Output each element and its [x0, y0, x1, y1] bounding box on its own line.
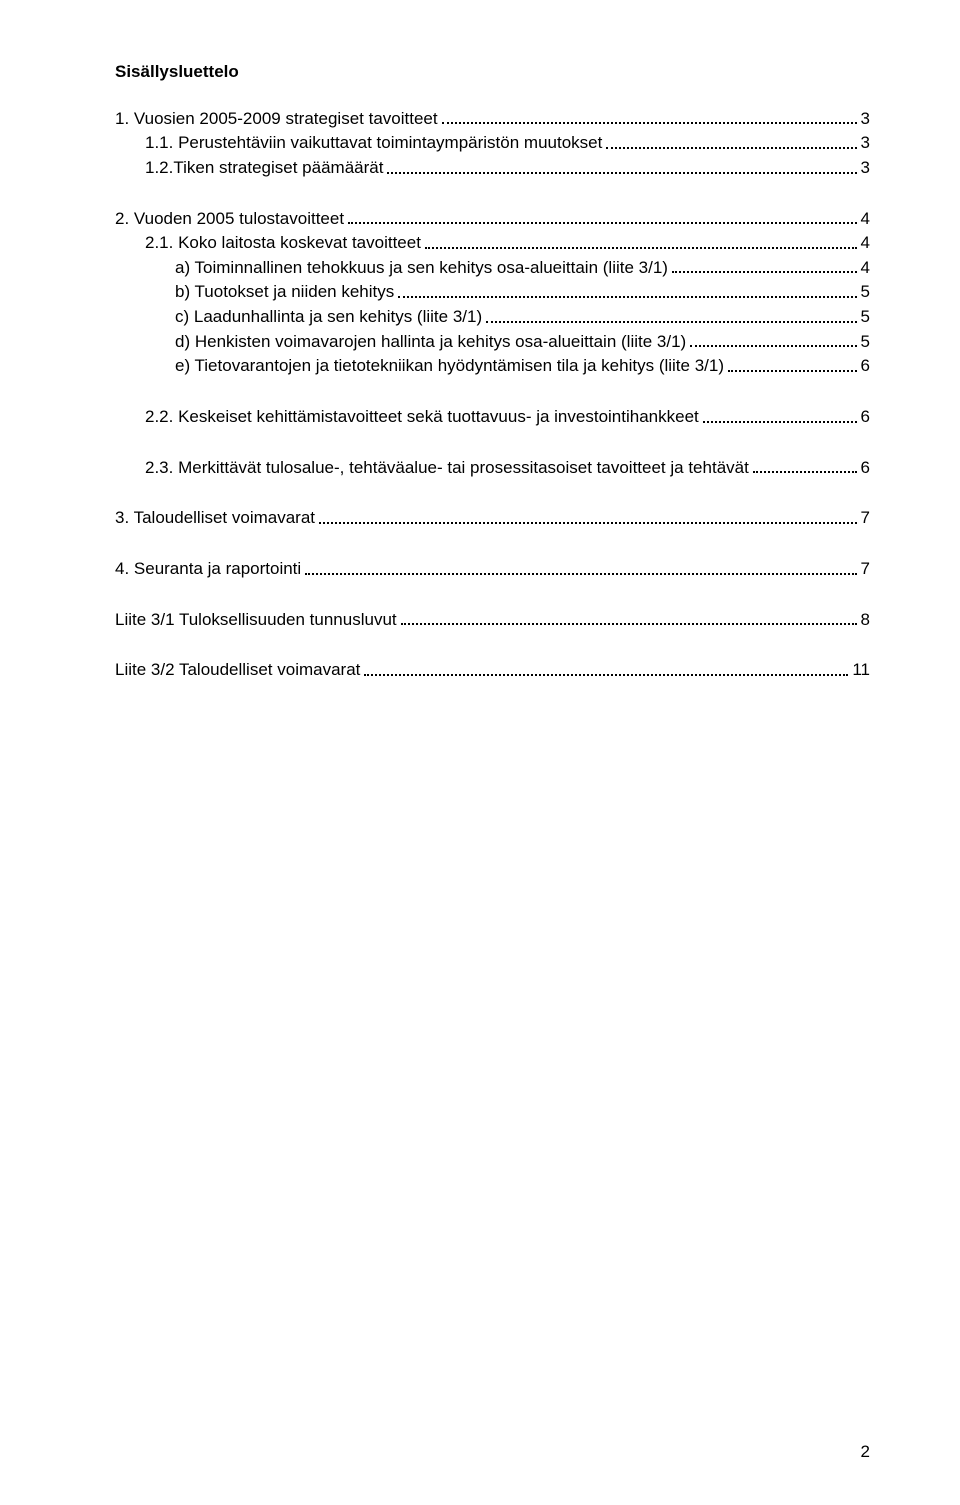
toc-entry-page: 6 — [861, 354, 870, 379]
toc-entry: 1.1. Perustehtäviin vaikuttavat toiminta… — [115, 131, 870, 156]
toc-entry-page: 5 — [861, 305, 870, 330]
toc-entry-label: Liite 3/2 Taloudelliset voimavarat — [115, 658, 360, 683]
toc-entry-label: a) Toiminnallinen tehokkuus ja sen kehit… — [175, 256, 668, 281]
toc-entry-label: e) Tietovarantojen ja tietotekniikan hyö… — [175, 354, 724, 379]
toc-entry: 1. Vuosien 2005-2009 strategiset tavoitt… — [115, 107, 870, 132]
toc-leader-dots — [387, 171, 856, 174]
toc-leader-dots — [442, 121, 857, 124]
toc-entry: Liite 3/2 Taloudelliset voimavarat 11 — [115, 658, 870, 683]
toc-leader-dots — [319, 521, 857, 524]
toc-leader-dots — [486, 320, 856, 323]
toc-entry: Liite 3/1 Tuloksellisuuden tunnusluvut 8 — [115, 608, 870, 633]
toc-leader-dots — [672, 270, 857, 273]
toc-leader-dots — [728, 369, 857, 372]
toc-entry-label: 2.3. Merkittävät tulosalue-, tehtäväalue… — [145, 456, 749, 481]
toc-entry: a) Toiminnallinen tehokkuus ja sen kehit… — [115, 256, 870, 281]
toc-leader-dots — [425, 246, 857, 249]
toc-leader-dots — [703, 420, 857, 423]
toc-entry-label: 1.2.Tiken strategiset päämäärät — [145, 156, 383, 181]
document-page: Sisällysluettelo 1. Vuosien 2005-2009 st… — [0, 0, 960, 1505]
toc-entry: b) Tuotokset ja niiden kehitys 5 — [115, 280, 870, 305]
toc-entry-page: 11 — [852, 658, 870, 683]
toc-leader-dots — [401, 622, 857, 625]
toc-entry-label: 3. Taloudelliset voimavarat — [115, 506, 315, 531]
toc-entry-label: 2. Vuoden 2005 tulostavoitteet — [115, 207, 344, 232]
toc-leader-dots — [690, 344, 856, 347]
toc-leader-dots — [348, 221, 856, 224]
toc-entry-page: 5 — [861, 280, 870, 305]
toc-leader-dots — [753, 470, 857, 473]
toc-entry-label: 1. Vuosien 2005-2009 strategiset tavoitt… — [115, 107, 438, 132]
toc-spacer — [115, 632, 870, 658]
toc-entry-page: 4 — [861, 231, 870, 256]
page-title: Sisällysluettelo — [115, 60, 870, 85]
toc-entry: d) Henkisten voimavarojen hallinta ja ke… — [115, 330, 870, 355]
toc-entry-page: 7 — [861, 557, 870, 582]
toc-leader-dots — [606, 146, 856, 149]
toc-entry-label: d) Henkisten voimavarojen hallinta ja ke… — [175, 330, 686, 355]
toc-spacer — [115, 582, 870, 608]
toc-entry-label: 2.1. Koko laitosta koskevat tavoitteet — [145, 231, 421, 256]
toc-entry-label: c) Laadunhallinta ja sen kehitys (liite … — [175, 305, 482, 330]
toc-spacer — [115, 430, 870, 456]
table-of-contents: 1. Vuosien 2005-2009 strategiset tavoitt… — [115, 107, 870, 683]
toc-entry: 2. Vuoden 2005 tulostavoitteet 4 — [115, 207, 870, 232]
toc-entry-page: 3 — [861, 131, 870, 156]
toc-spacer — [115, 531, 870, 557]
toc-entry-label: 4. Seuranta ja raportointi — [115, 557, 301, 582]
toc-entry-label: Liite 3/1 Tuloksellisuuden tunnusluvut — [115, 608, 397, 633]
toc-entry: e) Tietovarantojen ja tietotekniikan hyö… — [115, 354, 870, 379]
toc-entry-page: 6 — [861, 405, 870, 430]
toc-entry-page: 3 — [861, 156, 870, 181]
toc-leader-dots — [364, 673, 848, 676]
toc-entry-page: 4 — [861, 256, 870, 281]
toc-entry: 2.3. Merkittävät tulosalue-, tehtäväalue… — [115, 456, 870, 481]
toc-entry-page: 3 — [861, 107, 870, 132]
toc-entry: 1.2.Tiken strategiset päämäärät 3 — [115, 156, 870, 181]
toc-entry-label: 1.1. Perustehtäviin vaikuttavat toiminta… — [145, 131, 602, 156]
toc-entry-label: b) Tuotokset ja niiden kehitys — [175, 280, 394, 305]
toc-entry-label: 2.2. Keskeiset kehittämistavoitteet sekä… — [145, 405, 699, 430]
toc-leader-dots — [305, 572, 856, 575]
toc-entry: c) Laadunhallinta ja sen kehitys (liite … — [115, 305, 870, 330]
toc-entry-page: 7 — [861, 506, 870, 531]
page-number: 2 — [861, 1440, 870, 1465]
toc-spacer — [115, 379, 870, 405]
toc-entry: 2.2. Keskeiset kehittämistavoitteet sekä… — [115, 405, 870, 430]
toc-entry: 2.1. Koko laitosta koskevat tavoitteet 4 — [115, 231, 870, 256]
toc-leader-dots — [398, 295, 856, 298]
toc-entry-page: 8 — [861, 608, 870, 633]
toc-spacer — [115, 480, 870, 506]
toc-entry: 4. Seuranta ja raportointi 7 — [115, 557, 870, 582]
toc-entry-page: 5 — [861, 330, 870, 355]
toc-entry-page: 4 — [861, 207, 870, 232]
toc-spacer — [115, 181, 870, 207]
toc-entry: 3. Taloudelliset voimavarat 7 — [115, 506, 870, 531]
toc-entry-page: 6 — [861, 456, 870, 481]
